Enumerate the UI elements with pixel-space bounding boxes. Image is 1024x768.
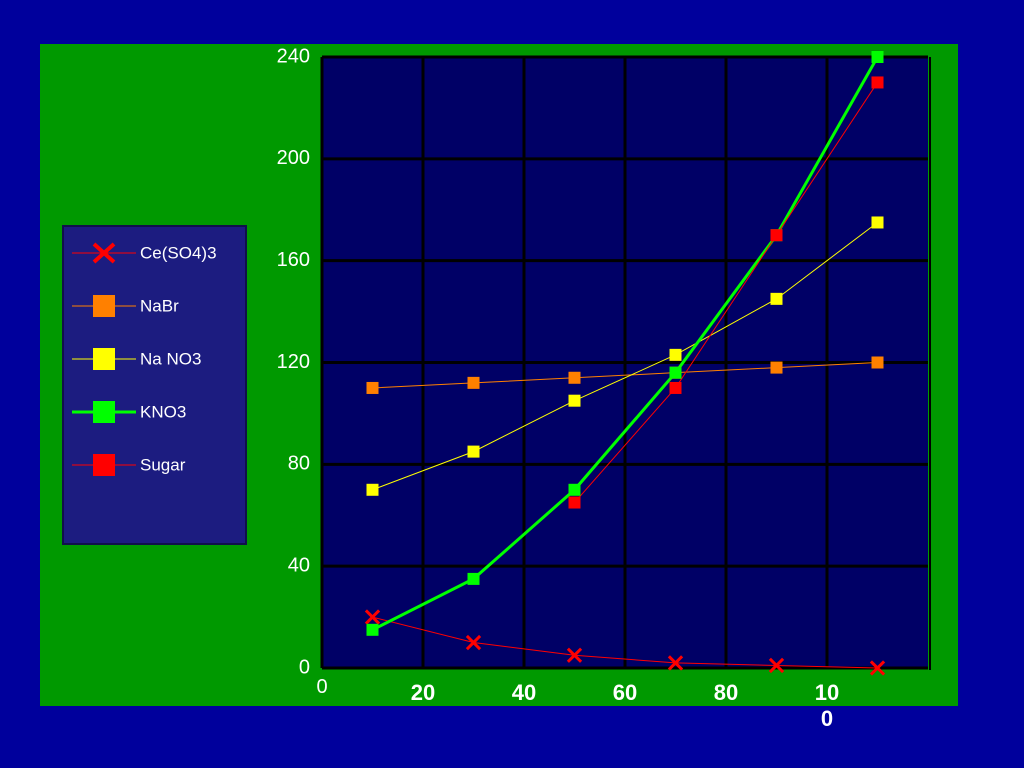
- x-tick-label: 60: [612, 680, 638, 705]
- data-point: [768, 657, 785, 674]
- data-point: [568, 483, 581, 496]
- data-point: [366, 381, 379, 394]
- legend-marker: [93, 454, 115, 476]
- data-point: [669, 348, 682, 361]
- series-line: [372, 222, 878, 491]
- data-point: [669, 381, 682, 394]
- data-point: [467, 376, 480, 389]
- series-line: [372, 616, 878, 669]
- x-tick-label: 20: [410, 680, 436, 705]
- y-tick-label: 120: [277, 351, 310, 373]
- y-tick-label: 200: [277, 147, 310, 169]
- series-line: [371, 56, 879, 632]
- legend-label: Sugar: [140, 455, 186, 474]
- data-point: [871, 216, 884, 229]
- data-point: [364, 609, 381, 625]
- data-point: [366, 483, 379, 496]
- x-tick-label: 100: [814, 680, 840, 731]
- data-point: [871, 76, 884, 89]
- legend-box: [62, 225, 247, 545]
- legend-marker: [93, 401, 115, 423]
- y-tick-label: 240: [277, 45, 310, 67]
- legend-label: Na NO3: [140, 349, 201, 368]
- data-point: [871, 356, 884, 369]
- y-tick-label: 80: [288, 453, 310, 475]
- data-point: [869, 660, 886, 676]
- data-point: [871, 51, 884, 63]
- data-point: [770, 292, 783, 305]
- data-point: [366, 623, 379, 636]
- data-point: [566, 647, 583, 663]
- data-point: [667, 655, 684, 671]
- data-point: [770, 229, 783, 242]
- data-point: [568, 496, 581, 509]
- legend-marker: [93, 348, 115, 370]
- legend-marker: [92, 242, 116, 264]
- data-point: [568, 371, 581, 384]
- data-point: [467, 572, 480, 585]
- y-tick-label: 0: [299, 656, 310, 678]
- y-tick-label: 160: [277, 249, 310, 271]
- x-tick-label: 80: [713, 680, 739, 705]
- data-point: [568, 394, 581, 407]
- x-tick-label: 40: [511, 680, 537, 705]
- y-tick-label: 40: [288, 554, 310, 576]
- data-point: [467, 445, 480, 458]
- data-point: [770, 361, 783, 374]
- legend-marker: [93, 295, 115, 317]
- data-point: [465, 634, 482, 651]
- series-line: [574, 82, 878, 503]
- x-tick-label: 0: [316, 676, 328, 698]
- series-line: [372, 362, 878, 389]
- legend-label: NaBr: [140, 296, 179, 315]
- legend-label: Ce(SO4)3: [140, 243, 217, 262]
- data-point: [669, 366, 682, 379]
- legend-label: KNO3: [140, 402, 186, 421]
